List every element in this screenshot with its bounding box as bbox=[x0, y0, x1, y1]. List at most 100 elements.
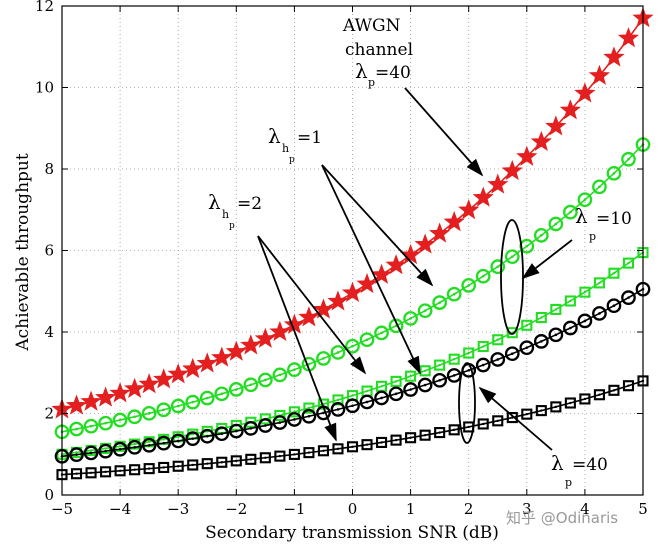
circle-marker bbox=[403, 382, 418, 397]
lambda-p10-value: =10 bbox=[596, 209, 632, 229]
lambda-h2-symbol: λ bbox=[208, 190, 221, 214]
square-marker bbox=[245, 453, 257, 465]
square-marker-dot bbox=[75, 472, 78, 475]
square-marker bbox=[535, 311, 547, 324]
square-marker-dot bbox=[627, 261, 630, 265]
square-marker bbox=[158, 461, 170, 474]
circle-marker bbox=[592, 306, 607, 321]
lambda-h1-symbol: λ bbox=[268, 124, 281, 148]
y-tick-label: 4 bbox=[44, 323, 54, 341]
circle-marker-dot bbox=[205, 434, 209, 438]
lambda-h1-subsub: p bbox=[289, 155, 295, 165]
star-marker bbox=[80, 390, 102, 411]
square-marker-dot bbox=[307, 451, 311, 454]
circle-marker-dot bbox=[89, 451, 93, 455]
circle-marker bbox=[156, 402, 172, 418]
series-0 bbox=[51, 7, 654, 419]
star-marker bbox=[254, 327, 276, 348]
circle-marker-dot bbox=[75, 427, 78, 431]
circle-marker bbox=[359, 332, 375, 348]
square-marker-dot bbox=[612, 389, 616, 392]
square-marker bbox=[245, 416, 257, 428]
lambda-p40-ellipse bbox=[458, 362, 476, 444]
y-tick-label: 12 bbox=[35, 0, 54, 15]
circle-marker bbox=[403, 311, 418, 326]
circle-marker bbox=[345, 398, 360, 414]
circle-marker-dot bbox=[365, 338, 369, 342]
circle-marker-dot bbox=[322, 411, 325, 415]
circle-marker bbox=[330, 402, 346, 417]
circle-marker-dot bbox=[336, 408, 340, 411]
circle-marker bbox=[621, 151, 636, 167]
star-marker bbox=[225, 340, 247, 361]
lambda-p40-sub: p bbox=[565, 476, 572, 489]
square-marker-dot bbox=[177, 465, 180, 468]
grid-lines bbox=[62, 6, 643, 495]
circle-marker-dot bbox=[627, 296, 630, 299]
square-marker-dot bbox=[191, 463, 194, 467]
x-tick-label: 2 bbox=[464, 500, 474, 518]
circle-marker-dot bbox=[438, 301, 441, 304]
star-marker bbox=[211, 346, 233, 367]
circle-marker bbox=[359, 394, 375, 410]
circle-marker bbox=[533, 334, 549, 349]
x-tick-label: 1 bbox=[406, 500, 416, 518]
square-marker bbox=[550, 303, 562, 315]
square-marker-dot bbox=[322, 449, 325, 452]
circle-marker-dot bbox=[409, 317, 412, 320]
circle-marker-dot bbox=[612, 172, 616, 175]
circle-marker bbox=[98, 443, 113, 459]
square-marker-dot bbox=[104, 447, 107, 450]
square-marker bbox=[579, 286, 591, 298]
circle-marker-dot bbox=[569, 326, 572, 330]
square-marker-dot bbox=[467, 351, 470, 355]
circle-marker bbox=[592, 179, 607, 195]
square-marker-dot bbox=[147, 440, 151, 443]
star-marker bbox=[138, 373, 160, 394]
square-marker bbox=[332, 443, 344, 455]
square-marker bbox=[390, 375, 402, 387]
star-marker bbox=[298, 306, 320, 327]
square-marker bbox=[201, 458, 213, 470]
square-marker bbox=[187, 459, 199, 471]
y-tick-label: 10 bbox=[35, 79, 54, 97]
square-marker-dot bbox=[133, 468, 136, 471]
circle-marker-dot bbox=[89, 424, 93, 428]
circle-marker bbox=[606, 298, 622, 314]
circle-marker bbox=[432, 295, 447, 310]
star-marker bbox=[240, 334, 262, 355]
circle-marker-dot bbox=[307, 362, 311, 366]
star-marker bbox=[400, 244, 422, 265]
star-marker bbox=[414, 233, 436, 254]
circle-marker-dot bbox=[365, 400, 369, 404]
circle-marker bbox=[214, 386, 230, 402]
square-marker bbox=[419, 429, 431, 441]
circle-marker bbox=[83, 418, 99, 434]
circle-marker-dot bbox=[249, 427, 253, 430]
circle-marker bbox=[417, 303, 433, 319]
square-marker-dot bbox=[394, 438, 398, 442]
square-marker bbox=[434, 427, 446, 439]
square-marker bbox=[506, 412, 518, 424]
circle-marker bbox=[563, 320, 578, 336]
square-marker-dot bbox=[75, 451, 78, 454]
square-marker bbox=[608, 384, 620, 396]
circle-marker-dot bbox=[540, 340, 543, 343]
awgn-lambda-value: =40 bbox=[375, 63, 411, 83]
square-marker-dot bbox=[569, 401, 572, 405]
square-marker-dot bbox=[118, 445, 122, 448]
square-marker-dot bbox=[220, 461, 223, 464]
square-marker bbox=[172, 460, 184, 472]
square-marker-dot bbox=[423, 433, 427, 437]
circle-marker-dot bbox=[525, 346, 529, 349]
circle-marker-dot bbox=[118, 418, 122, 422]
star-marker bbox=[443, 211, 465, 232]
circle-marker bbox=[388, 386, 404, 402]
circle-marker-dot bbox=[278, 421, 282, 424]
circle-marker-dot bbox=[481, 363, 485, 367]
square-marker-dot bbox=[394, 380, 398, 383]
lambda-p10-symbol: λ bbox=[575, 204, 588, 228]
circle-marker bbox=[272, 415, 288, 430]
circle-marker-dot bbox=[351, 404, 354, 408]
circle-marker bbox=[504, 346, 520, 362]
